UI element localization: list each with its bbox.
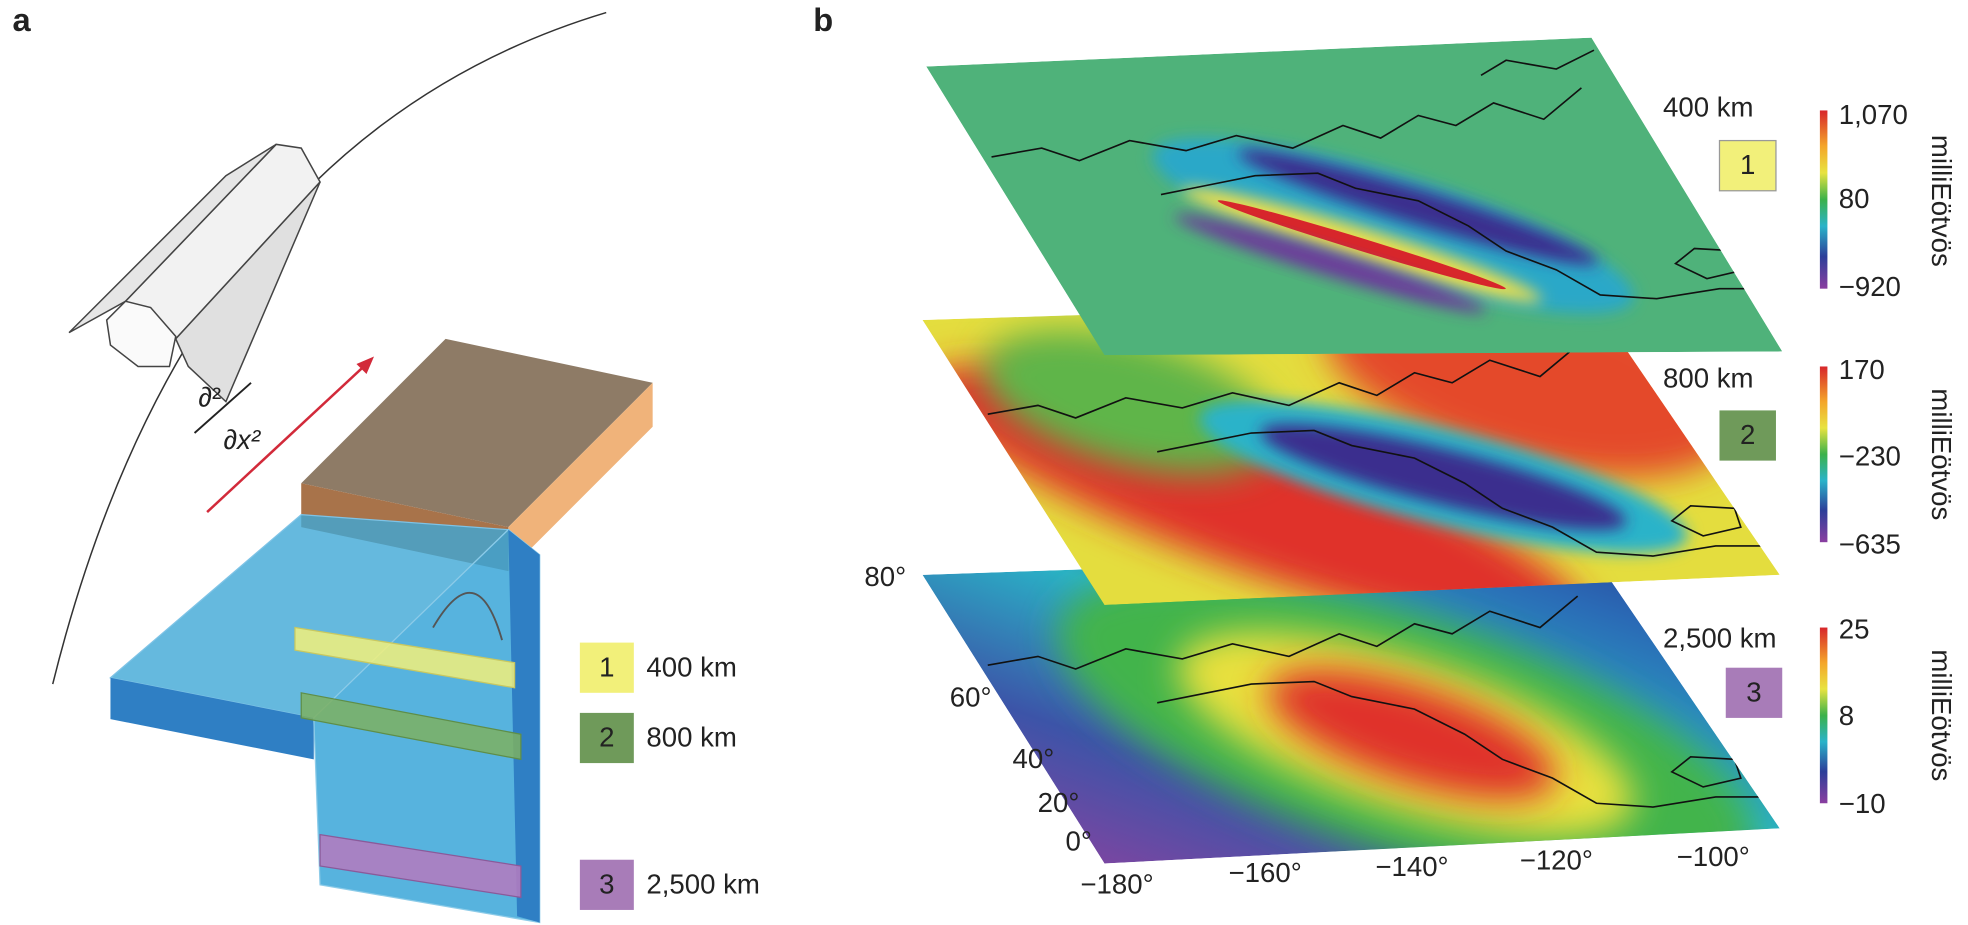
colorbar bbox=[1820, 628, 1828, 804]
legend-number: 3 bbox=[599, 868, 614, 899]
colorbar-tick: −230 bbox=[1839, 440, 1901, 471]
panel-label: b bbox=[813, 1, 833, 38]
operator-denominator: ∂x² bbox=[223, 424, 260, 455]
panel-label: a bbox=[13, 1, 32, 38]
latitude-label: 80° bbox=[864, 561, 906, 592]
colorbars: 1,070 80 −920 milliEötvös 170 −230 −635 … bbox=[1820, 99, 1957, 819]
colorbar-tick: −10 bbox=[1839, 788, 1886, 819]
colorbar-tick: 80 bbox=[1839, 183, 1870, 214]
figure: a ∂² ∂x² 1 400 km 2 800 km 3 2,500 km b … bbox=[0, 0, 1968, 925]
latitude-label: 20° bbox=[1038, 787, 1080, 818]
longitude-label: −140° bbox=[1375, 851, 1448, 882]
latitude-label: 0° bbox=[1066, 826, 1092, 857]
layer-depth: 2,500 km bbox=[1663, 622, 1777, 653]
colorbar-tick: −635 bbox=[1839, 528, 1901, 559]
layer-depth: 400 km bbox=[1663, 91, 1754, 122]
colorbar-tick: 170 bbox=[1839, 354, 1885, 385]
layer-number: 1 bbox=[1740, 149, 1755, 180]
longitude-label: −100° bbox=[1677, 841, 1750, 872]
layer-number: 3 bbox=[1746, 676, 1761, 707]
layer-number: 2 bbox=[1740, 419, 1755, 450]
colorbar bbox=[1820, 110, 1828, 288]
latitude-label: 60° bbox=[950, 681, 992, 712]
latitude-label: 40° bbox=[1013, 743, 1055, 774]
colorbar-tick: 25 bbox=[1839, 614, 1870, 645]
longitude-label: −120° bbox=[1520, 845, 1593, 876]
longitude-label: −160° bbox=[1229, 857, 1302, 888]
legend-depth: 400 km bbox=[646, 651, 737, 682]
colorbar-tick: −920 bbox=[1839, 271, 1901, 302]
legend-depth: 2,500 km bbox=[646, 868, 760, 899]
legend-number: 1 bbox=[599, 651, 614, 682]
legend-depth: 800 km bbox=[646, 722, 737, 753]
satellite bbox=[69, 144, 320, 401]
colorbar-unit: milliEötvös bbox=[1926, 649, 1957, 781]
colorbar-tick: 8 bbox=[1839, 700, 1854, 731]
legend-number: 2 bbox=[599, 722, 614, 753]
colorbar-unit: milliEötvös bbox=[1926, 135, 1957, 267]
colorbar bbox=[1820, 366, 1828, 542]
layer-depth: 800 km bbox=[1663, 363, 1754, 394]
page: a ∂² ∂x² 1 400 km 2 800 km 3 2,500 km b … bbox=[0, 0, 1968, 925]
longitude-label: −180° bbox=[1080, 868, 1153, 899]
operator-numerator: ∂² bbox=[198, 381, 221, 412]
colorbar-unit: milliEötvös bbox=[1926, 388, 1957, 520]
map-layer-1 bbox=[926, 38, 1782, 356]
colorbar-tick: 1,070 bbox=[1839, 99, 1908, 130]
